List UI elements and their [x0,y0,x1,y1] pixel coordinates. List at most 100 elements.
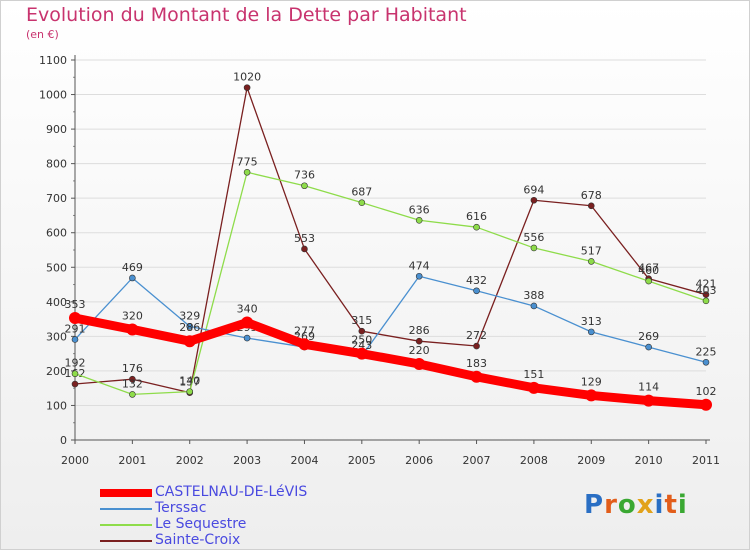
data-point [530,196,538,204]
data-point [473,223,480,231]
data-label: 286 [179,321,200,334]
series-line [70,313,711,410]
x-tick-label: 2005 [348,454,376,467]
data-label: 114 [638,381,659,394]
logo-letter: t [664,490,678,520]
data-point [587,328,595,336]
series-3: 1621761371020553315286272694678467421 [65,71,717,396]
data-point [473,287,480,295]
legend-swatch [100,524,152,526]
data-point [71,336,79,343]
logo-letter: x [636,490,655,520]
legend-label: CASTELNAU-DE-LéVIS [155,484,308,500]
data-label: 183 [466,357,487,370]
legend-label: Sainte-Croix [155,532,241,548]
y-tick-label: 700 [46,192,67,205]
legend-swatch [100,540,152,542]
data-point [358,199,366,206]
logo-letter: i [654,490,665,520]
series-1: 291469329295269243474432388313269225 [65,259,717,366]
y-tick-label: 200 [46,365,67,378]
data-label: 388 [523,289,544,302]
data-label: 460 [638,264,659,277]
x-tick-label: 2008 [520,454,548,467]
y-tick-label: 800 [46,158,67,171]
data-label: 467 [638,262,659,275]
data-label: 556 [523,231,544,244]
y-tick-label: 1000 [39,89,67,102]
series-line [74,275,707,363]
x-tick-label: 2001 [118,454,146,467]
data-label: 553 [294,232,315,245]
legend-swatch [100,508,152,510]
y-tick-label: 500 [46,261,67,274]
data-label: 315 [351,314,372,327]
data-label: 132 [122,377,143,390]
data-label: 151 [523,368,544,381]
data-point [645,343,652,351]
data-label: 736 [294,169,315,182]
data-point [301,182,308,190]
data-label: 140 [179,375,200,388]
data-point [415,272,423,280]
data-label: 474 [409,259,430,272]
data-point [129,391,136,398]
data-label: 687 [351,186,372,199]
data-point [702,358,710,366]
data-point [702,297,710,305]
data-label: 272 [466,329,487,342]
series-layer: 1621761371020553315286272694678467421192… [65,71,717,411]
axes: 0 100 200 300 400 500 600 700 800 900 1000 1100 2000… [39,54,720,467]
data-label: 250 [351,334,372,347]
legend-label: Le Sequestre [155,516,247,532]
y-tick-label: 1100 [39,54,67,67]
data-label: 353 [65,298,86,311]
logo-letter: o [617,490,637,520]
y-tick-label: 100 [46,399,67,412]
x-tick-label: 2010 [635,454,663,467]
y-tick-label: 400 [46,296,67,309]
data-point [186,323,194,330]
y-tick-label: 900 [46,123,67,136]
x-tick-label: 2009 [577,454,605,467]
data-label: 421 [696,278,717,291]
data-label: 137 [179,376,200,389]
data-point [470,370,483,383]
x-tick-label: 2004 [290,454,318,467]
data-point [527,381,540,394]
data-point [71,370,79,377]
data-label: 129 [581,375,602,388]
data-point [587,202,595,210]
data-label: 176 [122,362,143,375]
data-point [358,327,366,335]
data-point [183,335,196,348]
data-label: 269 [638,330,659,343]
data-point [241,316,254,329]
data-label: 313 [581,315,602,328]
series-line [74,86,707,394]
series-line [74,171,707,396]
legend-swatch [100,489,152,497]
proxiti-logo: Proxiti [584,490,688,520]
series-0: 353 320 286 340 277 250 220 183 151 129 114 102 [65,298,717,411]
data-label: 678 [581,189,602,202]
data-label: 694 [523,183,544,196]
y-tick-label: 600 [46,227,67,240]
chart-title: Evolution du Montant de la Dette par Hab… [26,4,467,26]
data-label: 291 [65,322,86,335]
x-tick-label: 2003 [233,454,261,467]
data-label: 517 [581,244,602,257]
y-tick-label: 0 [60,434,67,447]
data-point [645,277,652,285]
data-point [243,168,251,176]
data-label: 220 [409,344,430,357]
data-label: 403 [696,284,717,297]
data-point [587,258,595,265]
data-point [69,312,81,325]
data-label: 1020 [233,71,261,84]
data-point [700,398,712,411]
data-point [243,84,251,91]
data-label: 636 [409,203,430,216]
data-point [186,388,194,395]
